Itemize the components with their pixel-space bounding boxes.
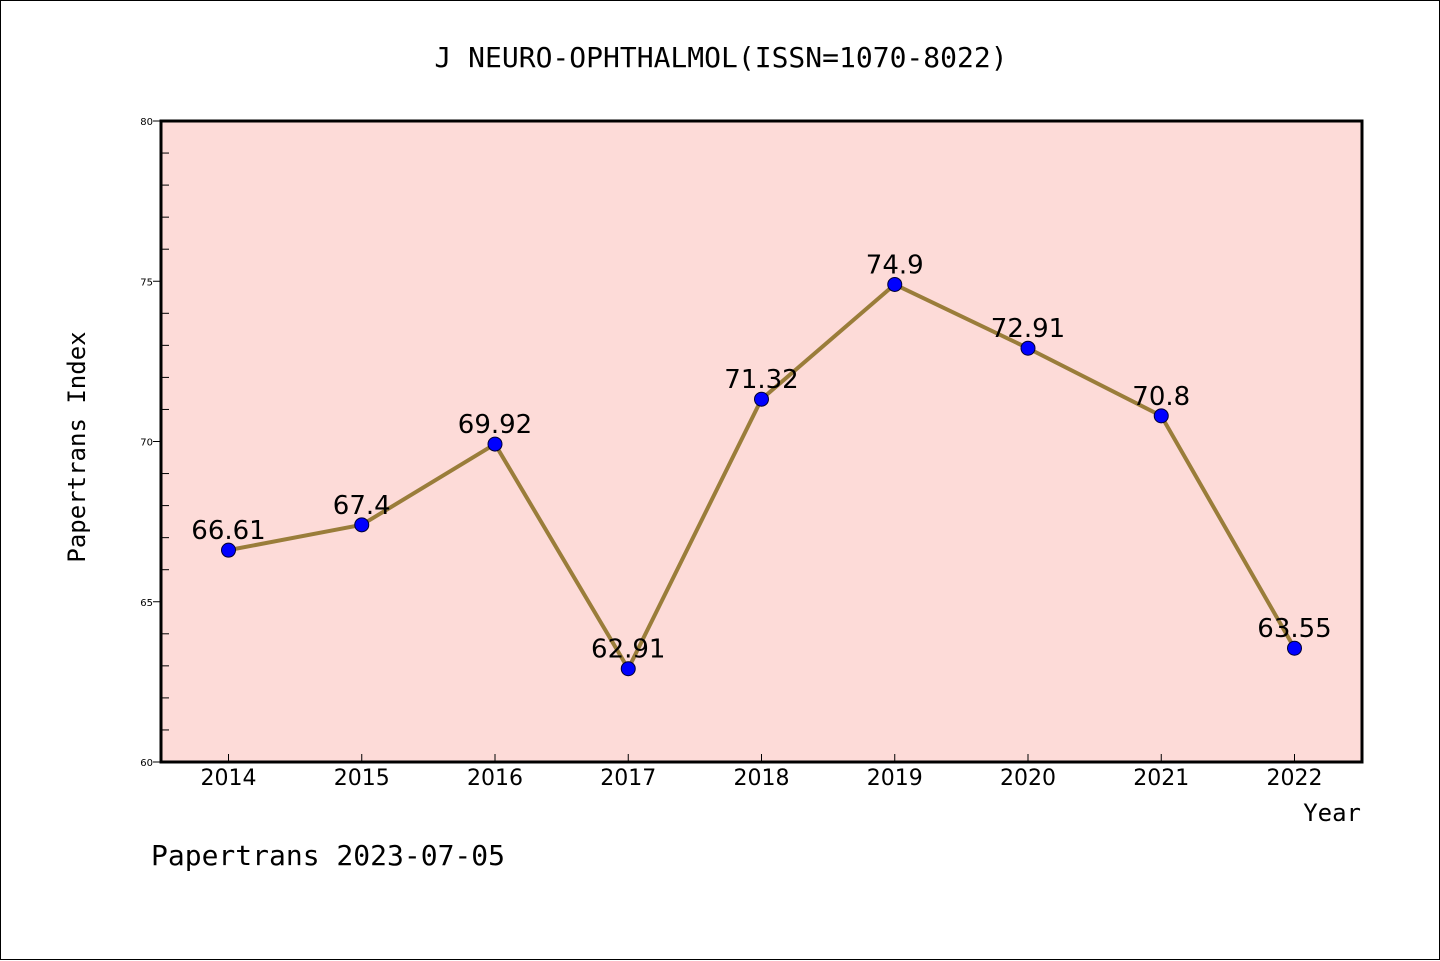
y-tick-label: 75	[140, 277, 153, 288]
x-tick-label: 2021	[1133, 766, 1189, 791]
data-point-2017	[620, 661, 636, 677]
data-label-2021: 70.8	[1132, 382, 1190, 412]
plot-area	[159, 119, 1364, 764]
y-tick-label: 65	[140, 598, 153, 609]
x-tick-label: 2017	[600, 766, 656, 791]
x-tick-label: 2020	[1000, 766, 1056, 791]
series-line-segment	[1159, 413, 1297, 651]
y-tick-label: 60	[140, 758, 153, 769]
x-tick-label: 2019	[867, 766, 923, 791]
footer-text: Papertrans 2023-07-05	[151, 839, 505, 872]
x-axis-label: Year	[1303, 799, 1361, 827]
data-label-2018: 71.32	[724, 365, 798, 395]
data-label-2016: 69.92	[458, 410, 532, 440]
x-tick-labels: 2014 2015 2016 2017 2018 2019 2020 2021 2022	[201, 766, 1323, 791]
data-labels: 66.61 67.4 69.92 62.91 71.32 74.9 72.91 70.8 63.…	[191, 250, 1331, 664]
x-tick-label: 2018	[734, 766, 790, 791]
data-label-2015: 67.4	[333, 491, 391, 521]
x-tick-label: 2016	[467, 766, 523, 791]
data-label-2022: 63.55	[1257, 614, 1331, 644]
data-point-2014	[221, 542, 236, 558]
series-line-segment	[892, 282, 1030, 351]
y-tick-label: 80	[140, 117, 153, 128]
data-point-2021	[1153, 408, 1169, 424]
y-axis-label: Papertrans Index	[63, 331, 91, 562]
series-line-segment	[626, 397, 764, 671]
y-tick-label: 70	[140, 438, 153, 449]
tick-marks	[153, 120, 1295, 763]
data-point-2016	[487, 436, 503, 452]
chart-title: J NEURO-OPHTHALMOL(ISSN=1070-8022)	[434, 41, 1007, 74]
series-line-segment	[493, 442, 631, 671]
series-line-segment	[226, 522, 364, 553]
series-line-segment	[1026, 346, 1164, 418]
data-label-2014: 66.61	[191, 516, 265, 546]
markers-layer	[221, 276, 1302, 677]
data-point-2022	[1287, 640, 1302, 656]
series-layer	[226, 282, 1297, 671]
data-point-2018	[754, 391, 769, 407]
x-tick-label: 2015	[334, 766, 390, 791]
data-point-2020	[1020, 340, 1036, 356]
x-tick-label: 2022	[1267, 766, 1323, 791]
series-line-segment	[359, 442, 497, 527]
y-tick-labels: 60 65 70 75 80	[140, 117, 153, 769]
data-point-2019	[887, 276, 903, 292]
data-point-2015	[354, 517, 370, 533]
x-tick-label: 2014	[201, 766, 257, 791]
data-label-2020: 72.91	[991, 314, 1065, 344]
series-line-segment	[759, 282, 897, 402]
data-label-2019: 74.9	[866, 250, 924, 280]
data-label-2017: 62.91	[591, 635, 665, 665]
